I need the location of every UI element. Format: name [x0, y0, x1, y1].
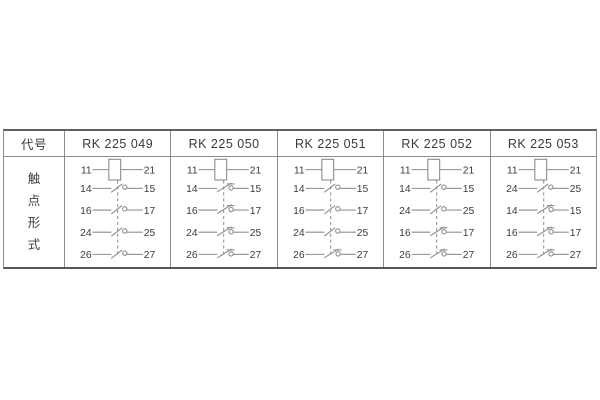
terminal-number-right: 21: [463, 165, 475, 176]
break-contact-symbol: [198, 182, 250, 193]
coil-symbol: [198, 158, 250, 181]
column-header-rk225053: RK 225 053: [489, 131, 596, 156]
terminal-number-left: 26: [80, 250, 92, 261]
make-contact-symbol: [92, 183, 143, 193]
terminal-number-right: 17: [250, 206, 262, 217]
break-contact-symbol: [198, 226, 250, 237]
terminal-number-right: 21: [250, 165, 262, 176]
break-contact-symbol: [305, 248, 356, 259]
terminal-number-left: 16: [506, 228, 518, 239]
column-header-rk225051: RK 225 051: [276, 131, 383, 156]
terminal-number-right: 25: [357, 228, 369, 239]
terminal-number-right: 25: [144, 228, 156, 239]
break-contact-symbol: [198, 204, 250, 214]
terminal-number-left: 24: [506, 184, 518, 195]
make-contact-symbol: [305, 227, 356, 237]
coil-symbol: [518, 158, 569, 181]
terminal-number-left: 16: [399, 228, 411, 239]
terminal-number-left: 14: [80, 184, 92, 195]
contact-arrangement-svg: 11 21 14 15 24 25 16 17 26 27: [399, 158, 475, 261]
terminal-number-left: 14: [399, 184, 411, 195]
make-contact-symbol: [92, 227, 143, 237]
contact-diagram-rk225051: 11 21 14 15 16 17 24 25 26 27: [276, 157, 383, 267]
terminal-number-left: 16: [80, 206, 92, 217]
terminal-number-right: 15: [357, 184, 369, 195]
terminal-number-right: 25: [250, 228, 262, 239]
terminal-number-right: 15: [463, 184, 475, 195]
terminal-number-right: 25: [463, 206, 475, 217]
make-contact-symbol: [411, 183, 463, 193]
terminal-number-left: 24: [80, 228, 92, 239]
terminal-number-left: 11: [400, 165, 411, 176]
terminal-number-left: 26: [187, 250, 199, 261]
column-header-rk225050: RK 225 050: [170, 131, 276, 156]
terminal-number-left: 11: [81, 165, 92, 176]
terminal-number-right: 25: [569, 184, 581, 195]
table-header-row: 代号 RK 225 049 RK 225 050 RK 225 051 RK 2…: [4, 131, 596, 157]
terminal-number-left: 14: [187, 184, 199, 195]
terminal-number-right: 15: [250, 184, 262, 195]
make-contact-symbol: [305, 205, 356, 215]
terminal-number-right: 17: [144, 206, 156, 217]
break-contact-symbol: [518, 248, 569, 259]
terminal-number-left: 16: [187, 206, 199, 217]
break-contact-symbol: [411, 226, 463, 237]
terminal-number-right: 27: [569, 250, 581, 261]
contact-arrangement-svg: 11 21 24 25 14 15 16 17 26 27: [506, 158, 581, 261]
break-contact-symbol: [411, 248, 463, 259]
contact-diagram-rk225049: 11 21 14 15 16 17 24 25 26 27: [64, 157, 170, 267]
make-contact-symbol: [92, 205, 143, 215]
terminal-number-right: 21: [357, 165, 369, 176]
coil-symbol: [92, 158, 143, 181]
column-header-rk225049: RK 225 049: [64, 131, 170, 156]
make-contact-symbol: [518, 183, 569, 193]
contact-diagram-rk225053: 11 21 24 25 14 15 16 17 26 27: [489, 157, 596, 267]
contact-diagram-rk225050: 11 21 14 15 16 17 24 25 26 27: [170, 157, 276, 267]
contact-arrangement-svg: 11 21 14 15 16 17 24 25 26 27: [187, 158, 262, 261]
terminal-number-right: 27: [357, 250, 369, 261]
terminal-number-right: 17: [357, 206, 369, 217]
contact-arrangement-svg: 11 21 14 15 16 17 24 25 26 27: [80, 158, 156, 261]
coil-symbol: [305, 158, 356, 181]
terminal-number-left: 11: [294, 165, 305, 176]
make-contact-symbol: [92, 249, 143, 259]
terminal-number-right: 21: [144, 165, 156, 176]
table-body-row: 触点形式 11 21 14 15 16 17 24 25 26 27 11 21 14 15 16 17 24…: [4, 157, 596, 267]
terminal-number-left: 26: [399, 250, 411, 261]
terminal-number-right: 21: [569, 165, 581, 176]
terminal-number-right: 15: [569, 206, 581, 217]
terminal-number-left: 26: [506, 250, 518, 261]
terminal-number-left: 11: [187, 165, 198, 176]
code-header-label: 代号: [20, 138, 47, 152]
make-contact-symbol: [411, 205, 463, 215]
break-contact-symbol: [518, 226, 569, 237]
coil-symbol: [411, 158, 463, 181]
terminal-number-right: 27: [250, 250, 262, 261]
row-label-cell: 触点形式: [4, 157, 64, 267]
contact-form-table: 代号 RK 225 049 RK 225 050 RK 225 051 RK 2…: [3, 129, 597, 269]
column-header-rk225052: RK 225 052: [383, 131, 489, 156]
terminal-number-right: 27: [463, 250, 475, 261]
break-contact-symbol: [518, 204, 569, 214]
break-contact-symbol: [198, 248, 250, 259]
terminal-number-right: 27: [144, 250, 156, 261]
terminal-number-left: 16: [293, 206, 305, 217]
contact-arrangement-svg: 11 21 14 15 16 17 24 25 26 27: [293, 158, 369, 261]
terminal-number-left: 26: [293, 250, 305, 261]
make-contact-symbol: [305, 183, 356, 193]
terminal-number-right: 17: [463, 228, 475, 239]
terminal-number-left: 14: [293, 184, 305, 195]
terminal-number-right: 17: [569, 228, 581, 239]
terminal-number-left: 24: [399, 206, 411, 217]
contact-form-label: 触点形式: [27, 172, 41, 252]
terminal-number-left: 24: [293, 228, 305, 239]
terminal-number-right: 15: [144, 184, 156, 195]
terminal-number-left: 14: [506, 206, 518, 217]
terminal-number-left: 11: [506, 165, 517, 176]
contact-diagram-rk225052: 11 21 14 15 24 25 16 17 26 27: [383, 157, 489, 267]
terminal-number-left: 24: [187, 228, 199, 239]
